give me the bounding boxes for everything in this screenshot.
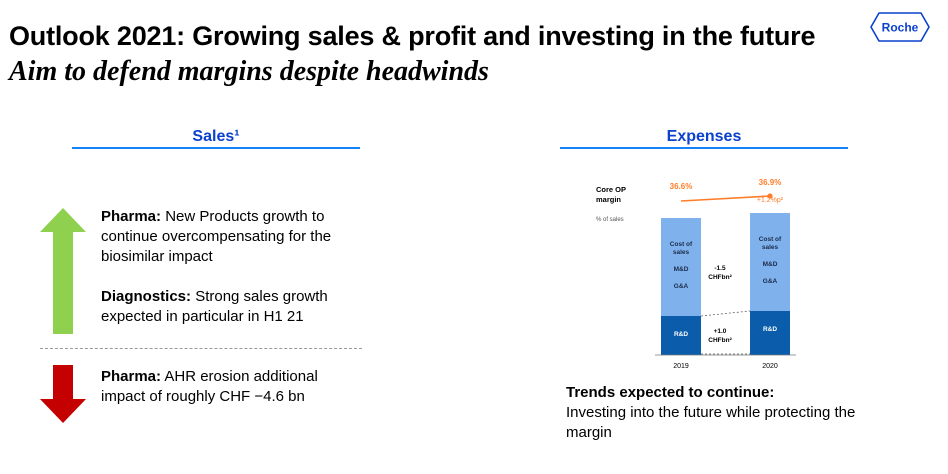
segment-label: G&A xyxy=(763,278,778,285)
sales-rule xyxy=(72,147,360,149)
margin-value-2020: 36.9% xyxy=(759,178,782,187)
trend-title: Trends expected to continue: xyxy=(566,384,775,401)
pharma-erosion-text: Pharma: AHR erosion additional impact of… xyxy=(101,367,346,407)
margin-change: +1.2%p² xyxy=(757,197,784,204)
bar-upper-2019 xyxy=(661,218,701,316)
margin-point xyxy=(767,193,773,199)
pharma-growth-label: Pharma: xyxy=(101,208,162,225)
segment-label: Cost of xyxy=(759,236,782,243)
segment-label: R&D xyxy=(674,331,688,338)
delta-label: CHFbn² xyxy=(708,274,732,281)
page-subtitle: Aim to defend margins despite headwinds xyxy=(9,56,489,87)
pharma-growth-desc: New Products growth to continue overcomp… xyxy=(101,208,332,265)
diagnostics-desc: Strong sales growth expected in particul… xyxy=(101,288,328,325)
segment-label: M&D xyxy=(763,261,778,268)
segment-label: M&D xyxy=(674,266,689,273)
connector-mid xyxy=(700,310,751,317)
delta-label: -1.5 xyxy=(714,265,726,272)
expenses-rule xyxy=(560,147,848,149)
sales-heading: Sales¹ xyxy=(192,128,240,145)
erosion-down-arrow-icon xyxy=(40,365,86,423)
axis-note: % of sales xyxy=(596,217,624,223)
delta-label: CHFbn² xyxy=(708,337,732,344)
margin-line xyxy=(680,195,771,202)
bar-lower-2019 xyxy=(661,316,701,355)
section-divider xyxy=(40,348,362,349)
row-label-line: margin xyxy=(596,195,621,204)
segment-label: G&A xyxy=(674,283,689,290)
segment-label: R&D xyxy=(763,326,777,333)
x-tick-label: 2020 xyxy=(762,363,778,370)
diagnostics-text: Diagnostics: Strong sales growth expecte… xyxy=(101,287,361,327)
bar-upper-2020 xyxy=(750,213,790,311)
segment-label: sales xyxy=(762,244,779,251)
roche-logo: Roche xyxy=(870,12,930,42)
trend-text: Investing into the future while protecti… xyxy=(566,404,856,441)
delta-label: +1.0 xyxy=(714,328,727,335)
segment-label: Cost of xyxy=(670,241,693,248)
bar-lower-2020 xyxy=(750,311,790,355)
page-title: Outlook 2021: Growing sales & profit and… xyxy=(9,21,816,51)
logo-text: Roche xyxy=(882,21,919,35)
pharma-growth-text: Pharma: New Products growth to continue … xyxy=(101,207,351,267)
row-label-line: Core OP xyxy=(596,185,626,194)
margin-value-2019: 36.6% xyxy=(670,182,693,191)
diagnostics-label: Diagnostics: xyxy=(101,288,192,305)
segment-label: sales xyxy=(673,249,690,256)
x-tick-label: 2019 xyxy=(673,363,689,370)
expenses-heading: Expenses xyxy=(666,128,742,145)
pharma-erosion-label: Pharma: xyxy=(101,368,162,385)
growth-up-arrow-icon xyxy=(40,208,86,334)
pharma-erosion-desc: AHR erosion additional impact of roughly… xyxy=(101,368,318,405)
